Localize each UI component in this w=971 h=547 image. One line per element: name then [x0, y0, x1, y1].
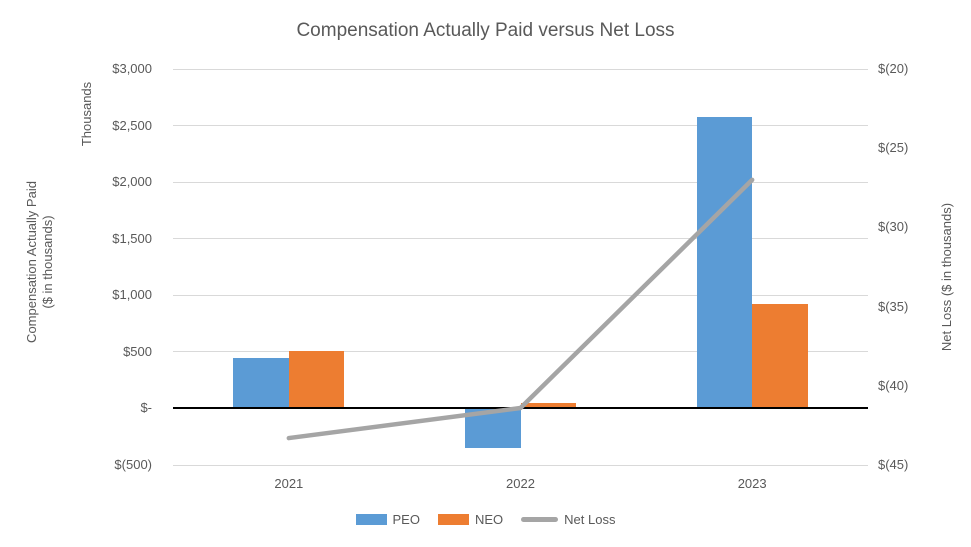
legend-item-peo: PEO	[355, 512, 420, 527]
legend: PEO NEO Net Loss	[0, 512, 971, 527]
bar-neo-2023	[752, 304, 808, 409]
bar-neo-2022	[520, 402, 576, 409]
legend-swatch-net-loss	[521, 517, 559, 522]
gridline	[173, 125, 868, 127]
right-axis-tick-label: $(40)	[878, 377, 909, 393]
legend-label: NEO	[474, 512, 504, 527]
left-axis-units-label: Thousands	[78, 81, 94, 147]
left-axis-tick-label: $(500)	[114, 457, 152, 472]
left-axis-tick-label: $2,000	[112, 174, 152, 190]
right-axis-tick-label: $(35)	[878, 298, 909, 314]
legend-swatch-neo	[437, 514, 469, 525]
legend-item-neo: NEO	[437, 512, 504, 527]
gridline	[173, 351, 868, 353]
gridline	[173, 464, 868, 466]
legend-label: Net Loss	[564, 512, 616, 527]
left-axis-tick-label: $2,500	[112, 117, 152, 133]
gridline	[173, 294, 868, 296]
right-axis-tick-label: $(20)	[878, 61, 909, 76]
left-axis-tick-label: $1,500	[112, 230, 152, 246]
bar-neo-2021	[288, 351, 345, 409]
x-axis-label-2022: 2022	[506, 476, 535, 491]
bar-peo-2023	[696, 117, 753, 409]
right-axis-title: Net Loss ($ in thousands)	[938, 202, 954, 352]
chart-title: Compensation Actually Paid versus Net Lo…	[296, 20, 675, 41]
right-axis-tick-label: $(25)	[878, 140, 909, 156]
left-axis-title: Compensation Actually Paid ($ in thousan…	[24, 181, 55, 343]
left-axis-tick-label: $3,000	[112, 61, 152, 76]
gridline	[173, 181, 868, 183]
right-axis-tick-label: $(30)	[878, 219, 909, 235]
x-axis-label-2023: 2023	[737, 476, 767, 491]
left-axis-tick-label: $1,000	[112, 287, 152, 303]
right-axis-tick-label: $(45)	[878, 457, 909, 472]
bar-peo-2021	[233, 357, 289, 409]
legend-swatch-peo	[355, 514, 387, 525]
legend-item-net-loss: Net Loss	[521, 512, 615, 527]
legend-label: PEO	[392, 512, 420, 527]
net-loss-line	[286, 177, 755, 441]
gridline	[173, 238, 868, 240]
gridline	[173, 68, 868, 70]
left-axis-tick-label: $500	[123, 343, 152, 359]
left-axis-tick-label: $-	[140, 400, 152, 416]
x-axis-label-2021: 2021	[274, 476, 304, 491]
